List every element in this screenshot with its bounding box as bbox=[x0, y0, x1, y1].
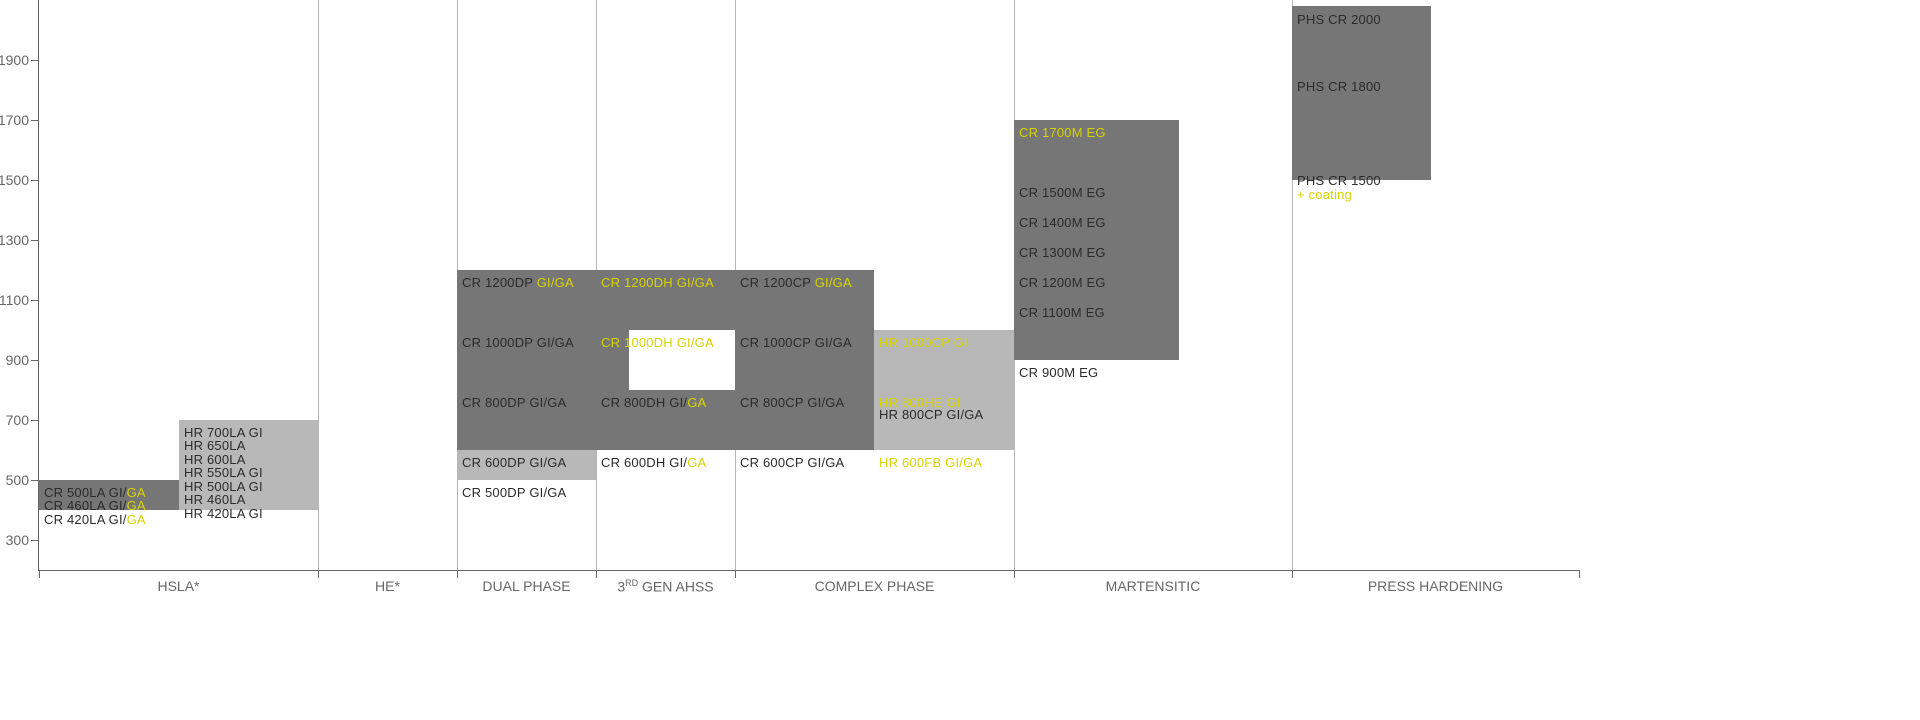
category-divider bbox=[318, 0, 319, 570]
grade-label: HR 1000CP GI bbox=[879, 335, 968, 350]
y-tick bbox=[31, 300, 39, 301]
y-tick-label: 700 bbox=[0, 412, 29, 428]
mart-block bbox=[1014, 120, 1179, 360]
category-label-hsla: HSLA* bbox=[39, 578, 318, 594]
y-tick-label: 1500 bbox=[0, 172, 29, 188]
grade-label: CR 1200DP GI/GA bbox=[462, 275, 574, 290]
steel-grade-chart: 300 500 700 900 1100 1300 1500 1700 1900 HSLA*HE*… bbox=[0, 0, 1920, 720]
dp-600-1200 bbox=[457, 270, 596, 450]
y-tick-label: 1900 bbox=[0, 52, 29, 68]
x-tick bbox=[318, 570, 319, 578]
y-tick bbox=[31, 360, 39, 361]
y-tick-label: 1700 bbox=[0, 112, 29, 128]
grade-label: PHS CR 1800 bbox=[1297, 79, 1381, 94]
grade-label: CR 800CP GI/GA bbox=[740, 395, 844, 410]
grade-label: CR 800DH GI/GA bbox=[601, 395, 706, 410]
grade-label: CR 600CP GI/GA bbox=[740, 455, 844, 470]
category-label-he: HE* bbox=[318, 578, 457, 594]
x-tick bbox=[1292, 570, 1293, 578]
y-tick-label: 300 bbox=[0, 532, 29, 548]
y-tick bbox=[31, 540, 39, 541]
grade-label: CR 500DP GI/GA bbox=[462, 485, 566, 500]
category-label-phs: PRESS HARDENING bbox=[1292, 578, 1579, 594]
grade-label: CR 1200CP GI/GA bbox=[740, 275, 852, 290]
y-tick-label: 1100 bbox=[0, 292, 29, 308]
grade-label: CR 1100M EG bbox=[1019, 305, 1105, 320]
y-tick-label: 1300 bbox=[0, 232, 29, 248]
category-label-mart: MARTENSITIC bbox=[1014, 578, 1292, 594]
category-label-gen3: 3RD GEN AHSS bbox=[596, 578, 735, 595]
grade-label: PHS CR 2000 bbox=[1297, 12, 1381, 27]
grade-label: CR 600DH GI/GA bbox=[601, 455, 706, 470]
grade-label: CR 1000CP GI/GA bbox=[740, 335, 852, 350]
grade-label: HR 600FB GI/GA bbox=[879, 455, 982, 470]
x-tick bbox=[457, 570, 458, 578]
grade-label: HR 420LA GI bbox=[184, 506, 263, 521]
grade-label: + coating bbox=[1297, 187, 1352, 202]
grade-label: CR 1000DP GI/GA bbox=[462, 335, 574, 350]
y-tick bbox=[31, 180, 39, 181]
grade-label: CR 1700M EG bbox=[1019, 125, 1106, 140]
grade-label: CR 800DP GI/GA bbox=[462, 395, 566, 410]
y-tick-label: 500 bbox=[0, 472, 29, 488]
x-tick bbox=[735, 570, 736, 578]
grade-label: CR 1500M EG bbox=[1019, 185, 1106, 200]
x-tick bbox=[1014, 570, 1015, 578]
category-label-dp: DUAL PHASE bbox=[457, 578, 596, 594]
grade-label: CR 1200M EG bbox=[1019, 275, 1106, 290]
cp-dark bbox=[735, 270, 874, 450]
y-tick bbox=[31, 120, 39, 121]
grade-label: CR 1300M EG bbox=[1019, 245, 1106, 260]
y-tick bbox=[31, 60, 39, 61]
y-tick bbox=[31, 240, 39, 241]
category-label-cp: COMPLEX PHASE bbox=[735, 578, 1014, 594]
grade-label: CR 1200DH GI/GA bbox=[601, 275, 714, 290]
grade-label: CR 900M EG bbox=[1019, 365, 1098, 380]
grade-label: CR 420LA GI/GA bbox=[44, 512, 146, 527]
grade-label: CR 600DP GI/GA bbox=[462, 455, 566, 470]
grade-label: HR 800CP GI/GA bbox=[879, 407, 983, 422]
x-tick bbox=[596, 570, 597, 578]
y-tick bbox=[31, 420, 39, 421]
grade-label: CR 1000DH GI/GA bbox=[601, 335, 714, 350]
grade-label: CR 1400M EG bbox=[1019, 215, 1106, 230]
y-tick-label: 900 bbox=[0, 352, 29, 368]
y-tick bbox=[31, 480, 39, 481]
x-tick bbox=[39, 570, 40, 578]
plot-area: 30050070090011001300150017001900HSLA*HE*… bbox=[38, 0, 1579, 571]
x-tick bbox=[1579, 570, 1580, 578]
